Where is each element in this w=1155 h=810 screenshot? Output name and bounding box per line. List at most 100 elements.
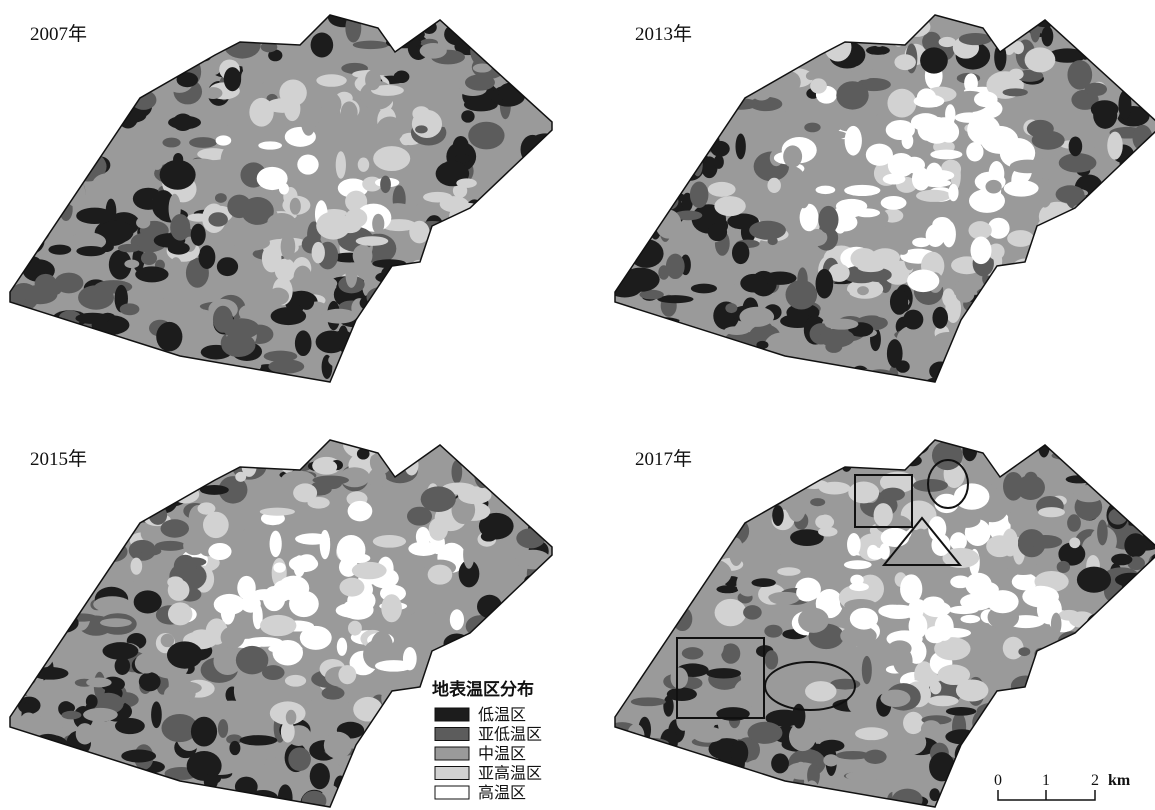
temperature-patch — [2, 374, 30, 391]
temperature-patch — [1077, 567, 1111, 593]
temperature-patch — [966, 142, 983, 161]
temperature-patch — [30, 553, 61, 572]
temperature-patch — [348, 621, 362, 636]
temperature-patch — [35, 714, 64, 733]
temperature-patch — [1013, 41, 1024, 54]
temperature-patch — [479, 316, 499, 345]
temperature-patch — [763, 361, 796, 371]
temperature-patch — [235, 472, 246, 482]
temperature-patch — [930, 681, 941, 695]
temperature-patch — [328, 352, 363, 369]
temperature-patch — [1118, 90, 1131, 120]
temperature-patch — [1113, 669, 1150, 690]
temperature-patch — [609, 125, 623, 135]
temperature-patch — [319, 460, 337, 474]
temperature-patch — [657, 469, 668, 484]
temperature-patch — [1085, 735, 1117, 762]
temperature-patch — [929, 362, 951, 381]
temperature-patch — [519, 472, 548, 493]
temperature-patch — [708, 223, 727, 241]
temperature-patch — [373, 535, 406, 548]
temperature-patch — [1057, 310, 1076, 331]
temperature-patch — [154, 298, 167, 322]
temperature-patch — [815, 366, 827, 382]
temperature-patch — [615, 366, 647, 392]
temperature-patch — [1129, 742, 1155, 757]
temperature-patch — [980, 634, 1004, 645]
temperature-patch — [221, 432, 251, 458]
temperature-patch — [81, 117, 111, 133]
temperature-patch — [714, 196, 745, 216]
temperature-patch — [36, 630, 46, 643]
temperature-patch — [389, 297, 402, 319]
temperature-patch — [713, 459, 726, 480]
temperature-patch — [270, 531, 282, 557]
temperature-patch — [808, 461, 828, 476]
temperature-patch — [47, 286, 61, 295]
temperature-patch — [1145, 451, 1155, 462]
temperature-patch — [827, 437, 863, 451]
temperature-patch — [1110, 683, 1132, 695]
temperature-patch — [340, 350, 375, 362]
temperature-patch — [656, 100, 682, 117]
temperature-patch — [509, 373, 521, 392]
temperature-patch — [1034, 626, 1053, 638]
temperature-patch — [455, 20, 489, 38]
temperature-patch — [1, 800, 21, 810]
temperature-patch — [219, 358, 256, 385]
temperature-patch — [1110, 27, 1133, 36]
temperature-patch — [441, 347, 457, 355]
temperature-patch — [713, 510, 733, 519]
temperature-patch — [796, 762, 807, 775]
temperature-patch — [205, 59, 221, 75]
temperature-patch — [229, 741, 240, 755]
temperature-patch — [816, 369, 849, 392]
temperature-patch — [1014, 789, 1044, 803]
temperature-patch — [498, 631, 512, 640]
temperature-patch — [47, 567, 69, 586]
temperature-patch — [816, 454, 830, 470]
temperature-patch — [125, 768, 137, 779]
temperature-patch — [614, 166, 650, 194]
temperature-patch — [667, 488, 690, 518]
temperature-patch — [1105, 657, 1139, 674]
temperature-patch — [800, 480, 828, 489]
temperature-patch — [703, 790, 719, 805]
temperature-patch — [909, 614, 928, 639]
temperature-patch — [233, 235, 270, 251]
temperature-patch — [234, 456, 271, 468]
temperature-patch — [435, 316, 451, 328]
temperature-patch — [956, 338, 967, 359]
temperature-patch — [1139, 356, 1155, 364]
temperature-patch — [818, 206, 838, 234]
temperature-patch — [189, 137, 217, 148]
temperature-patch — [840, 15, 851, 28]
temperature-patch — [609, 349, 640, 364]
temperature-patch — [703, 47, 724, 70]
temperature-patch — [403, 742, 415, 760]
temperature-patch — [1014, 255, 1025, 276]
temperature-patch — [37, 124, 60, 137]
temperature-patch — [615, 603, 637, 628]
temperature-patch — [100, 618, 132, 627]
temperature-patch — [836, 81, 868, 109]
temperature-patch — [729, 437, 757, 463]
temperature-patch — [1128, 607, 1147, 619]
temperature-patch — [893, 648, 913, 675]
temperature-patch — [986, 710, 1003, 737]
temperature-patch — [86, 678, 111, 688]
temperature-patch — [78, 51, 89, 65]
temperature-patch — [353, 41, 389, 49]
temperature-patch — [478, 650, 504, 679]
temperature-patch — [1071, 364, 1102, 375]
temperature-patch — [373, 146, 410, 171]
temperature-patch — [991, 333, 1012, 342]
temperature-patch — [168, 579, 190, 601]
temperature-patch — [385, 321, 396, 332]
temperature-patch — [742, 790, 757, 809]
temperature-patch — [191, 224, 206, 246]
temperature-patch — [627, 765, 663, 789]
temperature-patch — [1070, 702, 1101, 712]
temperature-patch — [503, 289, 525, 316]
temperature-patch — [752, 369, 781, 382]
